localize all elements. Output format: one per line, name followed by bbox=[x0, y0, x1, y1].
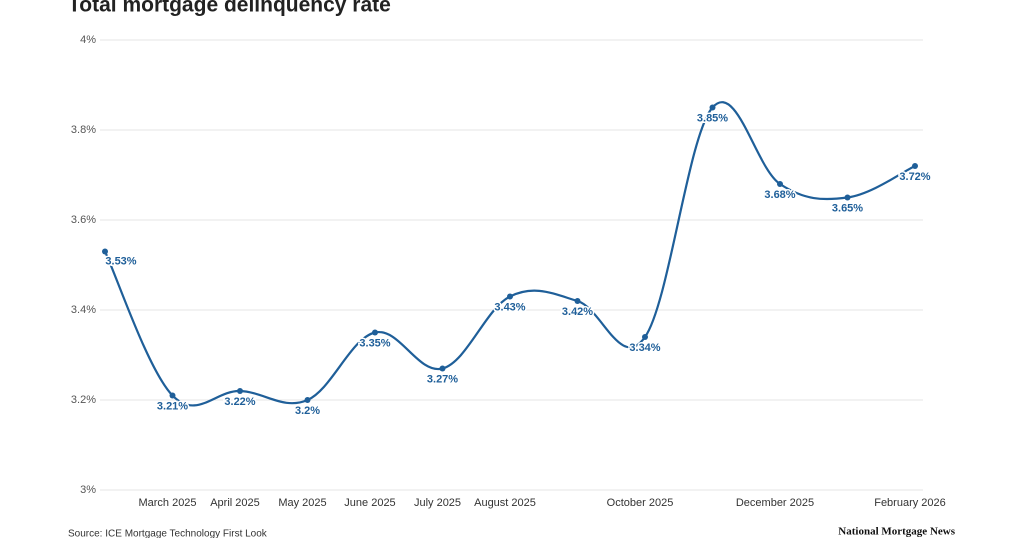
data-point bbox=[169, 392, 176, 399]
line-series bbox=[104, 101, 916, 407]
data-point bbox=[844, 194, 851, 201]
value-label: 3.34% bbox=[629, 342, 660, 354]
value-label: 3.35% bbox=[359, 337, 390, 349]
x-tick-label: July 2025 bbox=[414, 497, 461, 509]
value-label: 3.68% bbox=[764, 189, 795, 201]
value-label: 3.53% bbox=[105, 255, 136, 267]
data-point bbox=[102, 248, 108, 255]
x-tick-label: May 2025 bbox=[278, 497, 326, 509]
value-label: 3.27% bbox=[427, 373, 458, 385]
x-tick-label: October 2025 bbox=[607, 497, 674, 509]
value-label: 3.65% bbox=[832, 202, 863, 214]
x-tick-label: February 2026 bbox=[874, 497, 946, 509]
chart-title: Total mortgage delinquency rate bbox=[68, 0, 391, 17]
y-tick-label: 3.8% bbox=[71, 124, 96, 136]
source-note: Source: ICE Mortgage Technology First Lo… bbox=[68, 529, 268, 538]
value-label: 3.85% bbox=[697, 112, 728, 124]
x-tick-label: December 2025 bbox=[736, 497, 814, 509]
data-point bbox=[237, 388, 243, 394]
logo: National Mortgage News bbox=[838, 526, 955, 538]
data-point bbox=[642, 334, 648, 340]
data-point bbox=[574, 298, 581, 304]
data-point bbox=[439, 365, 446, 372]
value-label: 3.42% bbox=[562, 306, 593, 318]
x-tick-label: June 2025 bbox=[344, 497, 395, 509]
data-point bbox=[372, 329, 378, 336]
x-tick-label: August 2025 bbox=[474, 497, 536, 509]
data-point bbox=[304, 397, 311, 403]
y-tick-label: 3% bbox=[80, 484, 96, 496]
y-tick-label: 3.4% bbox=[71, 304, 96, 316]
x-tick-label: April 2025 bbox=[210, 497, 260, 509]
value-label: 3.22% bbox=[224, 396, 255, 408]
data-point bbox=[507, 293, 513, 300]
data-point bbox=[912, 163, 918, 169]
data-point bbox=[777, 181, 783, 187]
x-tick-label: March 2025 bbox=[138, 497, 196, 509]
y-tick-label: 3.2% bbox=[71, 394, 96, 406]
data-point bbox=[709, 104, 716, 111]
y-tick-label: 3.6% bbox=[71, 214, 96, 226]
value-label: 3.72% bbox=[899, 171, 930, 183]
value-label: 3.2% bbox=[295, 405, 320, 417]
y-tick-label: 4% bbox=[80, 34, 96, 46]
value-label: 3.43% bbox=[494, 301, 525, 313]
value-label: 3.21% bbox=[157, 400, 188, 412]
